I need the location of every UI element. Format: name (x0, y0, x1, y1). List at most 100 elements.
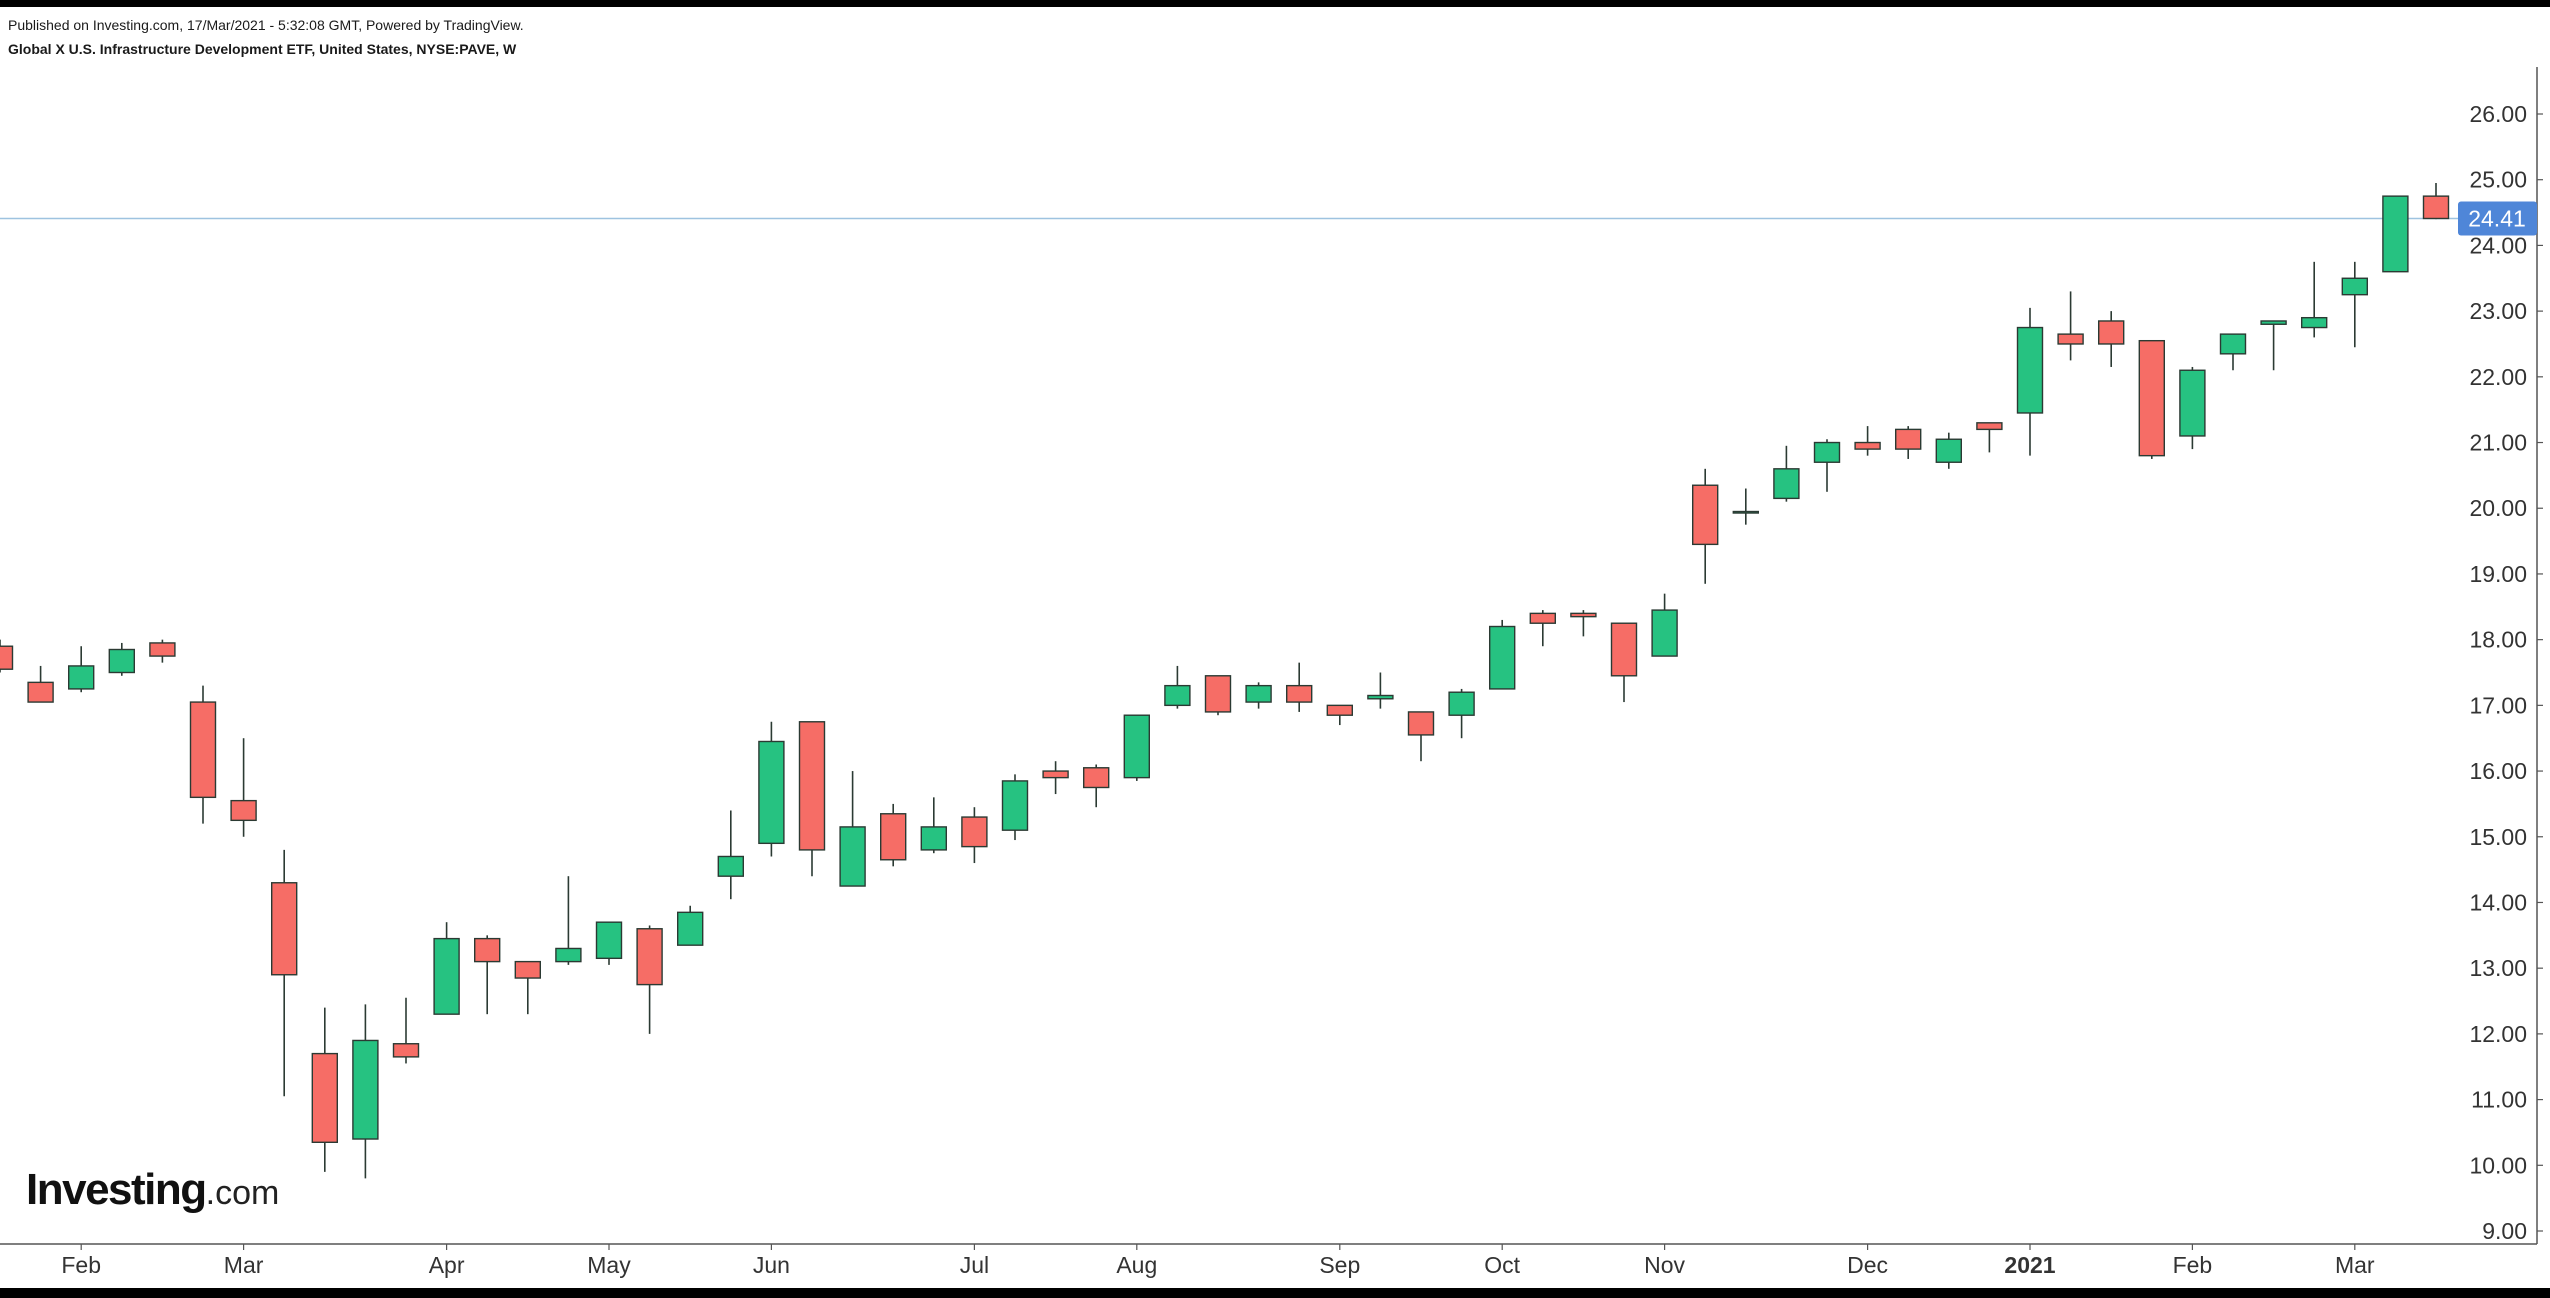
candle (1854, 426, 1881, 456)
last-price-label: 24.41 (2468, 205, 2526, 231)
candle-body-down (961, 816, 988, 848)
candle (1935, 432, 1963, 469)
investing-logo: Investing.com (26, 1165, 279, 1215)
x-tick-label: Jun (753, 1252, 790, 1278)
y-tick-label: 20.00 (2469, 495, 2527, 521)
candle-body-down (1610, 622, 1638, 677)
x-tick-label: Mar (2335, 1252, 2375, 1278)
candle-body-up (2179, 369, 2206, 437)
candle-body-down (2057, 333, 2084, 345)
candlestick-chart: 9.00 10.00 11.00 12.00 13.00 14.00 15.00 16.00 1… (0, 67, 2543, 1278)
candle-body-up (1164, 684, 1191, 707)
y-tick-label: 22.00 (2469, 364, 2527, 390)
candle-body-down (880, 813, 907, 861)
candle (920, 797, 947, 854)
candle-body-down (27, 681, 54, 703)
candle-body-up (2219, 333, 2247, 355)
y-tick-label: 15.00 (2469, 824, 2527, 850)
candle-body-up (1488, 625, 1516, 690)
candle (1894, 426, 1922, 459)
y-tick-label: 25.00 (2469, 167, 2527, 193)
x-tick-label: 2021 (2004, 1252, 2055, 1278)
candle-body-up (1367, 694, 1394, 700)
candle (1813, 439, 1841, 492)
candle (149, 639, 176, 663)
candle (1001, 774, 1029, 841)
y-tick-label: 21.00 (2469, 430, 2527, 456)
candle-body-down (2138, 339, 2166, 457)
candle (1204, 675, 1232, 716)
candle (311, 1007, 338, 1172)
candle-body-up (839, 826, 866, 887)
y-tick-label: 10.00 (2469, 1152, 2527, 1178)
candle (474, 935, 501, 1015)
candle (271, 849, 298, 1097)
candle (2341, 261, 2369, 348)
candle-body-up (1732, 510, 1760, 514)
y-tick-label: 19.00 (2469, 561, 2527, 587)
y-tick-label: 11.00 (2471, 1087, 2527, 1113)
candle (2097, 311, 2125, 367)
candle (758, 721, 785, 857)
candle-body-down (271, 882, 298, 976)
candle (352, 1004, 379, 1179)
candle-body-down (230, 799, 257, 822)
candle (108, 642, 136, 676)
candle (2057, 291, 2084, 361)
candle-body-up (2016, 326, 2044, 414)
candle (2422, 182, 2450, 220)
candle-body-down (474, 937, 501, 963)
candle (2300, 261, 2328, 338)
candle-body-down (1285, 684, 1313, 703)
candle (1651, 593, 1678, 657)
candle-body-down (514, 960, 541, 979)
candle-body-down (2422, 195, 2450, 220)
candle (2016, 307, 2044, 456)
candle-body-up (595, 921, 623, 960)
candle-body-up (2382, 195, 2409, 273)
candle (1407, 711, 1435, 762)
candle-body-down (1204, 675, 1232, 713)
x-tick-label: Aug (1116, 1252, 1157, 1278)
candle (1245, 682, 1272, 709)
candle (677, 905, 704, 946)
candle-body-up (1773, 468, 1800, 500)
candle (1691, 468, 1719, 584)
candle-body-down (1854, 441, 1881, 450)
y-tick-label: 14.00 (2469, 889, 2527, 915)
candle-body-down (1082, 767, 1110, 789)
candle-body-down (149, 642, 176, 657)
candle-body-up (2300, 316, 2328, 329)
candle-body-down (1570, 612, 1597, 618)
x-tick-label: Sep (1319, 1252, 1360, 1278)
candle-body-up (1813, 441, 1841, 463)
y-tick-label: 9.00 (2482, 1218, 2527, 1244)
candle (2219, 333, 2247, 371)
candle (1773, 445, 1800, 502)
chart-canvas: Published on Investing.com, 17/Mar/2021 … (0, 7, 2550, 1288)
last-price-tag (2458, 201, 2537, 236)
candle-body-up (2260, 320, 2287, 325)
candle (839, 771, 866, 887)
candle-body-up (2341, 277, 2369, 296)
candle (1367, 672, 1394, 709)
candle-body-up (67, 665, 95, 690)
x-tick-label: Feb (61, 1252, 101, 1278)
candle-body-down (189, 701, 217, 799)
candle-body-down (636, 928, 663, 986)
y-tick-label: 23.00 (2469, 298, 2527, 324)
candle (1976, 422, 2003, 453)
candle (2138, 339, 2166, 459)
y-tick-label: 17.00 (2469, 692, 2527, 718)
candle (433, 922, 460, 1015)
candle-body-down (1976, 422, 2003, 431)
candle (2382, 195, 2409, 273)
candle-body-up (1001, 780, 1029, 831)
candle (595, 921, 623, 965)
candle-body-up (352, 1039, 379, 1140)
candle-body-up (433, 937, 460, 1015)
candle-body-down (311, 1052, 338, 1143)
candle-body-up (920, 826, 947, 851)
x-tick-label: Jul (960, 1252, 989, 1278)
candle (1570, 610, 1597, 637)
